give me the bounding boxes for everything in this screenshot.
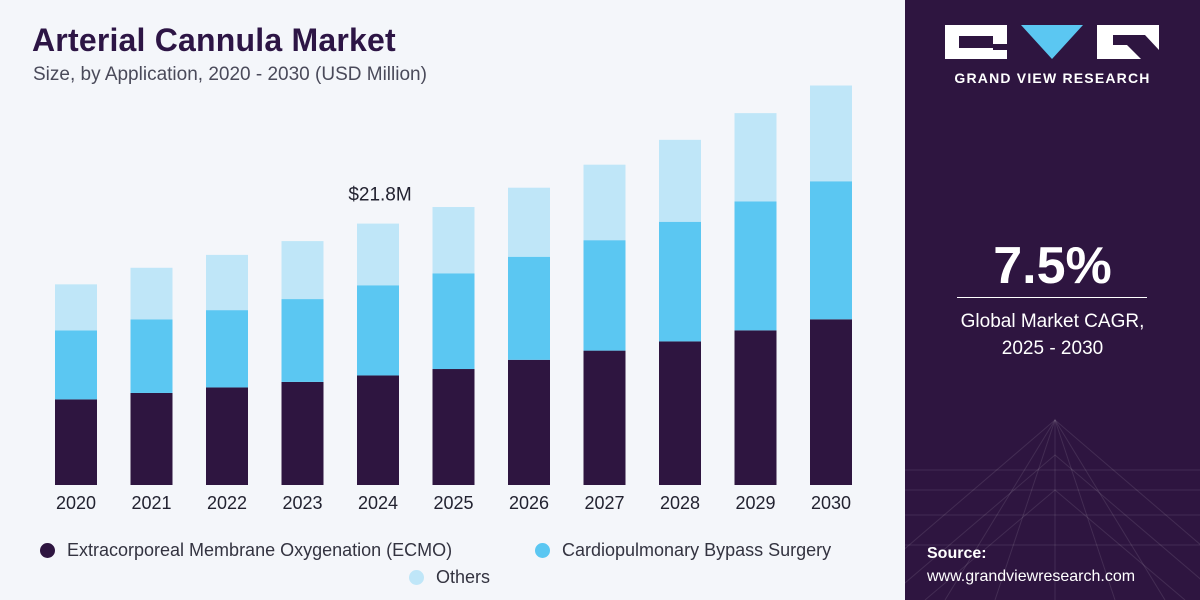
cagr-value: 7.5%: [993, 237, 1112, 295]
cagr-label: Global Market CAGR, 2025 - 2030: [905, 308, 1200, 362]
bar-cpb-2026: [508, 256, 550, 360]
x-tick-label-2030: 2030: [811, 493, 851, 513]
grand-view-research-logo: [945, 25, 1159, 59]
cagr-divider: [957, 297, 1147, 298]
x-tick-label-2026: 2026: [509, 493, 549, 513]
source-url[interactable]: www.grandviewresearch.com: [927, 568, 1136, 585]
bar-cpb-2024: [357, 285, 399, 376]
bar-cpb-2027: [583, 240, 626, 351]
chart-subtitle: Size, by Application, 2020 - 2030 (USD M…: [33, 64, 427, 85]
bar-ecmo-2028: [659, 341, 701, 485]
bar-ecmo-2029: [734, 330, 777, 485]
bar-ecmo-2020: [55, 399, 97, 485]
chart-title: Arterial Cannula Market: [32, 22, 396, 58]
bar-others-2024: [357, 223, 399, 286]
x-tick-label-2021: 2021: [131, 493, 171, 513]
bar-others-2021: [130, 267, 173, 320]
bar-ecmo-2025: [432, 369, 475, 485]
chart-legend: Extracorporeal Membrane Oxygenation (ECM…: [0, 530, 905, 600]
legend-swatch-others: [409, 570, 424, 585]
x-tick-label-2020: 2020: [56, 493, 96, 513]
x-tick-label-2025: 2025: [433, 493, 473, 513]
bar-others-2030: [810, 85, 852, 182]
x-tick-label-2029: 2029: [735, 493, 775, 513]
bar-cpb-2023: [281, 299, 324, 382]
bar-others-2026: [508, 187, 550, 257]
bar-others-2028: [659, 139, 701, 222]
x-tick-label-2027: 2027: [584, 493, 624, 513]
bar-ecmo-2027: [583, 350, 626, 485]
bar-others-2025: [432, 207, 475, 274]
stacked-bar-chart: 2020 2021 2022 2023 2024 2025 2026 2027 2028 2029…: [55, 85, 852, 513]
bar-others-2022: [206, 254, 248, 311]
x-tick-label-2023: 2023: [282, 493, 322, 513]
x-tick-label-2022: 2022: [207, 493, 247, 513]
legend-label-others: Others: [436, 567, 491, 587]
grid-background-graphic: [905, 418, 1200, 600]
legend-item-ecmo: Extracorporeal Membrane Oxygenation (ECM…: [40, 540, 452, 561]
bar-cpb-2029: [734, 201, 777, 331]
legend-item-others: Others: [409, 567, 490, 588]
bar-others-2020: [55, 284, 97, 331]
bar-ecmo-2021: [130, 392, 173, 485]
bar-cpb-2025: [432, 273, 475, 370]
bar-ecmo-2030: [810, 319, 852, 485]
legend-swatch-ecmo: [40, 543, 55, 558]
legend-swatch-cpb: [535, 543, 550, 558]
summary-panel: GRAND VIEW RESEARCH 7.5% Global Market C…: [905, 0, 1200, 600]
bar-ecmo-2022: [206, 387, 248, 485]
bar-cpb-2030: [810, 181, 852, 320]
x-tick-label-2024: 2024: [358, 493, 398, 513]
bar-others-2023: [281, 241, 324, 300]
bar-cpb-2021: [130, 319, 173, 393]
legend-label-cpb: Cardiopulmonary Bypass Surgery: [562, 540, 832, 560]
bar-cpb-2020: [55, 330, 97, 400]
bar-ecmo-2026: [508, 359, 550, 485]
x-tick-label-2028: 2028: [660, 493, 700, 513]
chart-panel: Arterial Cannula Market Size, by Applica…: [0, 0, 905, 600]
bar-others-2027: [583, 164, 626, 241]
cagr-label-line2: 2025 - 2030: [1001, 338, 1104, 359]
brand-name: GRAND VIEW RESEARCH: [954, 70, 1151, 86]
bar-ecmo-2023: [281, 381, 324, 485]
cagr-label-line1: Global Market CAGR,: [960, 311, 1145, 332]
legend-label-ecmo: Extracorporeal Membrane Oxygenation (ECM…: [67, 540, 453, 560]
bar-cpb-2028: [659, 221, 701, 342]
source-label: Source:: [927, 545, 987, 562]
legend-item-cpb: Cardiopulmonary Bypass Surgery: [535, 540, 831, 561]
bar-cpb-2022: [206, 310, 248, 388]
data-label-2024: $21.8M: [348, 185, 411, 206]
bar-ecmo-2024: [357, 375, 399, 485]
bar-others-2029: [734, 113, 777, 202]
